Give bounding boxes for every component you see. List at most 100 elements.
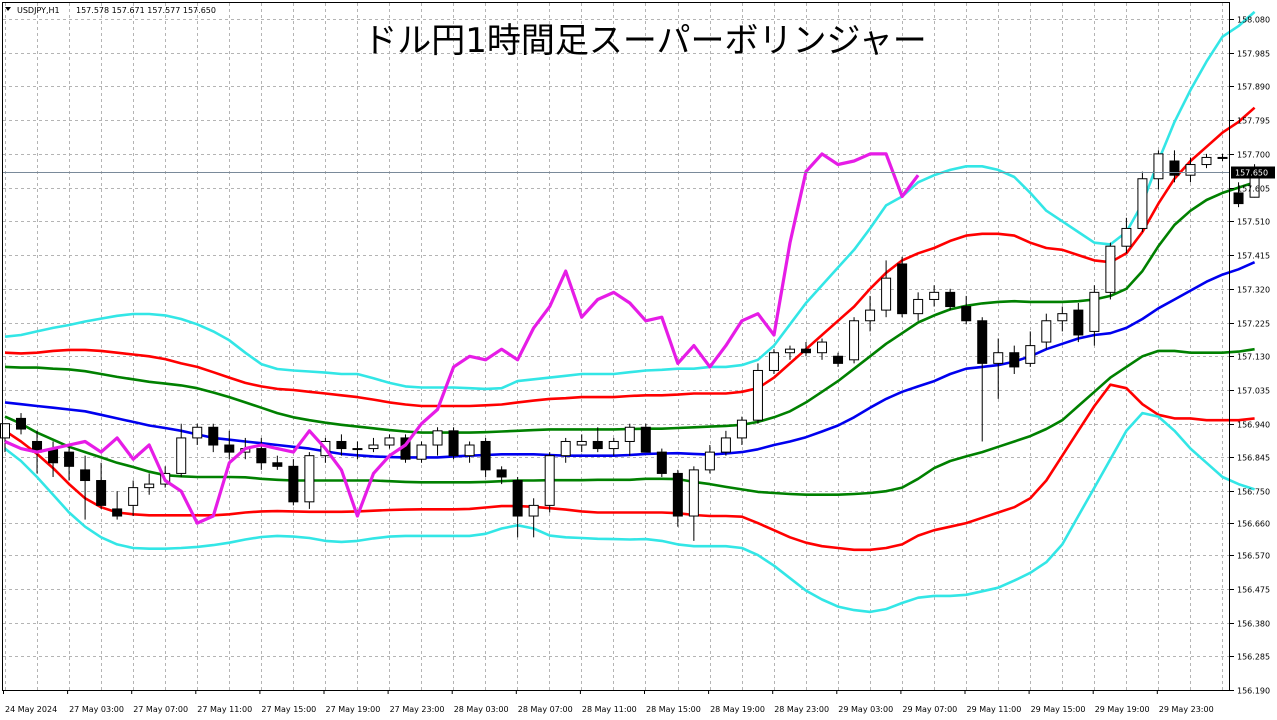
candle[interactable] bbox=[576, 434, 587, 453]
candle[interactable] bbox=[1073, 303, 1084, 343]
plot-frame bbox=[2, 2, 1230, 691]
candle[interactable] bbox=[368, 437, 379, 453]
time-tick-label: 29 May 11:00 bbox=[967, 705, 1022, 714]
candle[interactable] bbox=[913, 292, 924, 321]
candle-body-up bbox=[528, 504, 539, 517]
price-tick-label: 156.475 bbox=[1237, 586, 1270, 595]
candle[interactable] bbox=[1153, 150, 1164, 190]
candle[interactable] bbox=[1025, 331, 1036, 367]
candle[interactable] bbox=[624, 423, 635, 456]
candle[interactable] bbox=[80, 455, 91, 520]
symbol-dropdown-icon[interactable] bbox=[5, 7, 11, 11]
candle[interactable] bbox=[192, 423, 203, 446]
candle[interactable] bbox=[304, 452, 315, 509]
candle[interactable] bbox=[352, 441, 363, 460]
candle[interactable] bbox=[16, 413, 27, 435]
price-tick-label: 157.890 bbox=[1237, 83, 1270, 92]
candle[interactable] bbox=[865, 295, 876, 332]
candle-body-up bbox=[560, 440, 571, 457]
candle[interactable] bbox=[993, 338, 1004, 399]
candle[interactable] bbox=[288, 459, 299, 506]
candle[interactable] bbox=[528, 498, 539, 538]
time-tick-label: 27 May 15:00 bbox=[261, 705, 316, 714]
symbol-label[interactable]: USDJPY,H1 bbox=[17, 6, 60, 15]
candle[interactable] bbox=[64, 445, 75, 481]
candle[interactable] bbox=[672, 469, 683, 527]
candle[interactable] bbox=[416, 441, 427, 463]
current-price-tag: 157.650 bbox=[1231, 166, 1275, 179]
candle[interactable] bbox=[128, 480, 139, 517]
candle[interactable] bbox=[977, 317, 988, 442]
candle[interactable] bbox=[1121, 217, 1132, 254]
candle-body-up bbox=[1201, 156, 1212, 166]
candle[interactable] bbox=[688, 466, 699, 541]
candle[interactable] bbox=[752, 363, 763, 424]
candle[interactable] bbox=[432, 427, 443, 456]
candle[interactable] bbox=[768, 349, 779, 375]
candle[interactable] bbox=[881, 260, 892, 318]
candle[interactable] bbox=[256, 437, 267, 470]
candle-body-up bbox=[1089, 291, 1100, 332]
candle[interactable] bbox=[784, 345, 795, 360]
chikou-span-line bbox=[4, 152, 920, 525]
candle[interactable] bbox=[833, 352, 844, 367]
candle[interactable] bbox=[1137, 171, 1148, 232]
candle[interactable] bbox=[448, 427, 459, 460]
candle[interactable] bbox=[544, 452, 555, 513]
candle[interactable] bbox=[0, 423, 10, 453]
candle[interactable] bbox=[736, 416, 747, 446]
candle[interactable] bbox=[208, 423, 219, 453]
candle[interactable] bbox=[384, 434, 395, 449]
candle[interactable] bbox=[1185, 157, 1196, 183]
candle[interactable] bbox=[1217, 153, 1228, 161]
candle[interactable] bbox=[656, 448, 667, 477]
candle[interactable] bbox=[801, 342, 811, 357]
candle-body-down bbox=[512, 480, 523, 517]
candle[interactable] bbox=[1233, 182, 1244, 208]
candle[interactable] bbox=[1089, 285, 1100, 346]
candle[interactable] bbox=[96, 462, 107, 509]
candle[interactable] bbox=[608, 437, 619, 456]
candle[interactable] bbox=[480, 437, 491, 477]
candle[interactable] bbox=[1041, 313, 1052, 350]
price-tick-label: 156.845 bbox=[1237, 454, 1270, 463]
candle[interactable] bbox=[1057, 306, 1068, 332]
candle[interactable] bbox=[704, 445, 715, 474]
candle[interactable] bbox=[720, 430, 731, 456]
candle-body-up bbox=[432, 430, 443, 446]
candle[interactable] bbox=[176, 423, 187, 477]
time-axis[interactable]: 24 May 2024 27 May 03:00 27 May 07:00 27 Ma… bbox=[3, 690, 1214, 714]
candle-body-down bbox=[288, 465, 299, 503]
price-axis[interactable]: 158.080 157.985 157.890 157.795 157.700 157.6… bbox=[1230, 16, 1270, 696]
candle[interactable] bbox=[1105, 242, 1116, 300]
candle-body-up bbox=[752, 369, 763, 421]
candle[interactable] bbox=[640, 423, 651, 453]
candle[interactable] bbox=[112, 491, 123, 520]
candle[interactable] bbox=[560, 437, 571, 463]
candle[interactable] bbox=[592, 427, 603, 453]
candle[interactable] bbox=[1169, 150, 1180, 183]
candle[interactable] bbox=[1009, 345, 1020, 375]
candle[interactable] bbox=[224, 430, 235, 460]
candle-body-down bbox=[256, 448, 267, 464]
candle[interactable] bbox=[496, 466, 507, 485]
candle-body-up bbox=[913, 298, 924, 315]
candle[interactable] bbox=[1201, 153, 1212, 169]
candle-body-down bbox=[640, 426, 651, 453]
price-tick-label: 157.225 bbox=[1237, 320, 1270, 329]
candle[interactable] bbox=[512, 476, 523, 538]
candle[interactable] bbox=[961, 295, 972, 325]
candle[interactable] bbox=[336, 434, 347, 456]
candle[interactable] bbox=[897, 256, 908, 318]
candle[interactable] bbox=[849, 317, 860, 364]
candle[interactable] bbox=[817, 338, 828, 360]
middle-upper-line bbox=[4, 106, 1256, 408]
candle[interactable] bbox=[464, 441, 475, 463]
time-tick-label: 29 May 23:00 bbox=[1159, 705, 1214, 714]
candle[interactable] bbox=[144, 473, 155, 495]
candle[interactable] bbox=[272, 455, 283, 470]
candle[interactable] bbox=[945, 288, 956, 311]
candle[interactable] bbox=[929, 285, 940, 307]
candle-body-up bbox=[1185, 164, 1196, 176]
